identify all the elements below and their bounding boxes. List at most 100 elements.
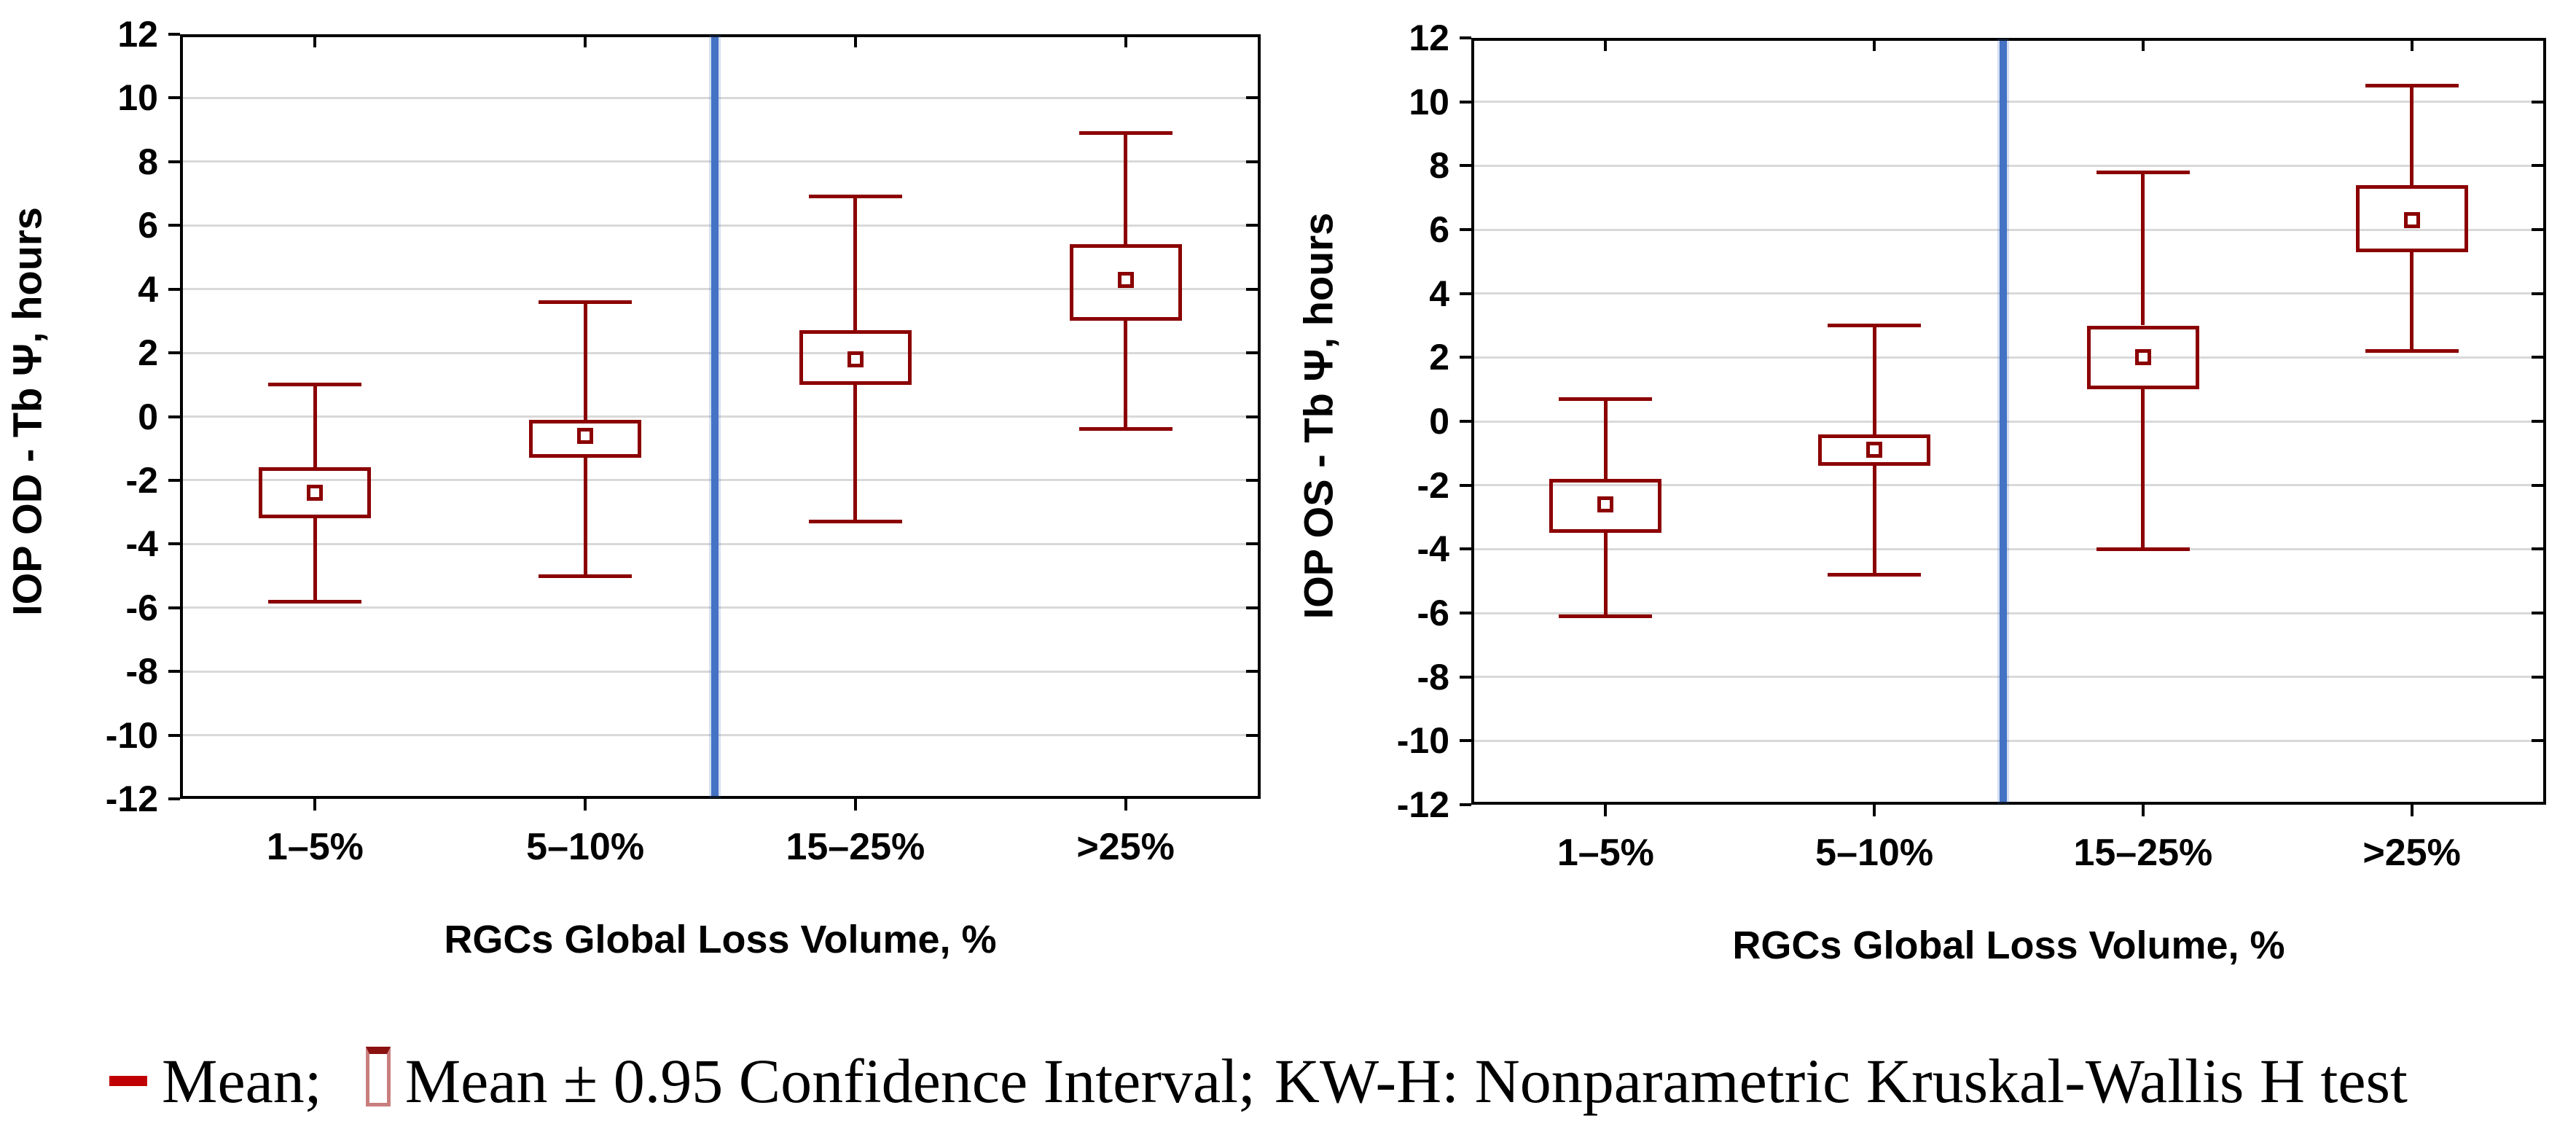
whisker-line [583, 302, 587, 420]
x-category-tick [853, 37, 857, 47]
y-axis-tick [1460, 164, 1471, 168]
y-tick-label: -4 [125, 523, 158, 565]
whisker-cap [539, 300, 633, 304]
right-axis-tick [1246, 415, 1258, 418]
y-axis-tick [168, 287, 180, 291]
gridline [183, 288, 1258, 291]
gridline [1474, 739, 2543, 742]
gridline [1474, 228, 2543, 231]
whisker-line [1872, 325, 1876, 434]
mean-marker [1866, 442, 1883, 458]
right-axis-tick [2532, 356, 2543, 359]
y-axis-tick [1460, 420, 1471, 423]
gridline [1474, 164, 2543, 167]
y-axis-tick [168, 733, 180, 737]
legend-mean-label: Mean; [162, 1046, 322, 1116]
whisker-line [1603, 399, 1608, 479]
y-tick-label: -12 [105, 778, 158, 819]
y-axis-tick [168, 478, 180, 482]
y-tick-label: 8 [1429, 145, 1449, 187]
gridline [1474, 484, 2543, 487]
right-axis-tick [2532, 612, 2543, 614]
whisker-line [853, 384, 858, 522]
whisker-cap [1078, 130, 1172, 135]
whisker-cap [2365, 349, 2459, 354]
right-axis-tick [1246, 478, 1258, 482]
right-axis-tick [1246, 670, 1258, 674]
legend-kw-label: KW-H: Nonparametric Kruskal-Wallis H tes… [1274, 1046, 2408, 1116]
whisker-line [313, 384, 317, 468]
x-category-tick [2410, 41, 2413, 51]
y-tick-label: -8 [125, 651, 158, 692]
gridline [1474, 676, 2543, 679]
y-tick-label: 2 [1429, 337, 1449, 378]
y-tick-label: -10 [105, 714, 158, 756]
x-category-tick [2141, 805, 2145, 816]
gridline [183, 479, 1258, 482]
x-tick-label: >25% [1076, 826, 1175, 868]
gridline [1474, 612, 2543, 614]
separator-line [2000, 41, 2008, 802]
x-tick-label: 1–5% [266, 826, 364, 868]
y-tick-label: 12 [117, 14, 158, 55]
right-axis-tick [2532, 547, 2543, 551]
whisker-cap [539, 574, 633, 578]
y-tick-label: 4 [138, 268, 158, 310]
right-axis-tick [1246, 542, 1258, 546]
y-axis-tick [1460, 675, 1471, 679]
y-tick-label: 0 [1429, 401, 1449, 442]
y-tick-label: -6 [125, 587, 158, 628]
whisker-cap [268, 599, 362, 604]
y-tick-label: -4 [1417, 528, 1449, 570]
whisker-cap [2365, 84, 2459, 88]
gridline [1474, 101, 2543, 104]
plot-area [180, 34, 1261, 799]
gridline [183, 734, 1258, 737]
whisker-cap [2096, 547, 2190, 551]
gridline [183, 160, 1258, 163]
mean-marker [1117, 271, 1134, 288]
right-axis-tick [1246, 224, 1258, 227]
right-axis-tick [1246, 287, 1258, 291]
y-axis-tick [1460, 803, 1471, 806]
x-category-tick [2141, 41, 2145, 51]
y-axis-tick [168, 797, 180, 800]
mean-marker [847, 351, 864, 367]
y-axis-tick [1460, 356, 1471, 359]
gridline [183, 96, 1258, 99]
y-axis-tick [1460, 228, 1471, 231]
ci-box [259, 467, 372, 519]
y-axis-tick [168, 96, 180, 100]
gridline [1474, 547, 2543, 550]
x-category-tick [1124, 799, 1127, 811]
y-axis-tick [168, 542, 180, 546]
y-tick-label: -8 [1417, 656, 1449, 698]
right-axis-tick [1246, 160, 1258, 163]
y-tick-label: 12 [1409, 17, 1449, 58]
y-tick-label: 6 [138, 205, 158, 246]
whisker-line [1124, 321, 1128, 429]
right-axis-tick [1246, 96, 1258, 100]
gridline [1474, 292, 2543, 295]
whisker-cap [1559, 614, 1653, 618]
right-axis-tick [1246, 733, 1258, 737]
x-category-tick [313, 799, 317, 811]
x-category-tick [1873, 41, 1876, 51]
whisker-line [313, 518, 317, 601]
ci-box [529, 419, 642, 458]
y-tick-label: 0 [138, 396, 158, 437]
y-tick-label: -2 [125, 459, 158, 501]
gridline [183, 415, 1258, 418]
right-x-axis-title: RGCs Global Loss Volume, % [1732, 924, 2285, 967]
y-axis-tick [168, 224, 180, 227]
x-tick-label: >25% [2362, 832, 2461, 874]
gridline [183, 670, 1258, 673]
y-tick-label: 2 [138, 332, 158, 374]
right-axis-tick [2532, 675, 2543, 679]
whisker-line [853, 196, 858, 331]
y-tick-label: 4 [1429, 273, 1449, 314]
whisker-cap [1828, 324, 1922, 327]
y-tick-label: -6 [1417, 593, 1449, 633]
right-axis-tick [2532, 483, 2543, 487]
